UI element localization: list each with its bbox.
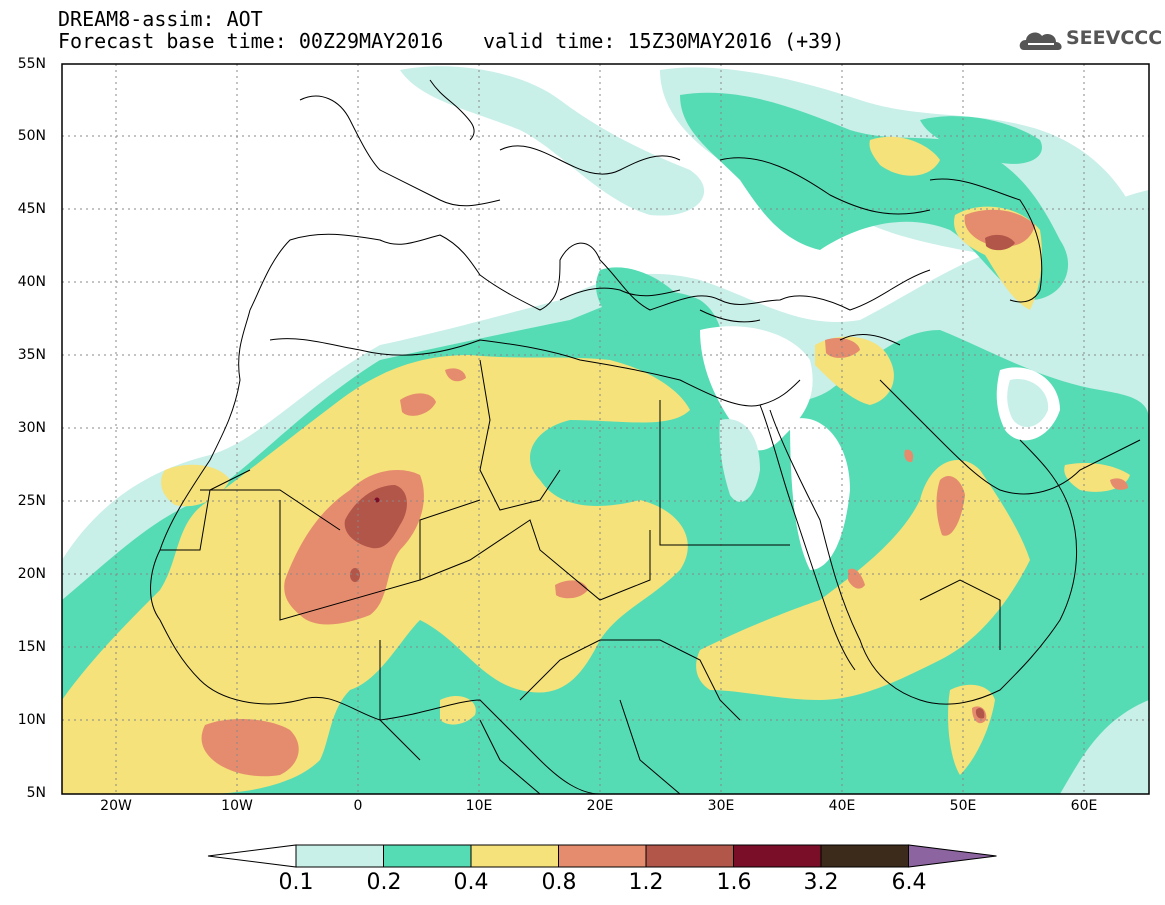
lon-label: 30E bbox=[707, 798, 735, 814]
lon-label: 0 bbox=[353, 798, 363, 814]
aot-band-1.6 bbox=[374, 497, 380, 503]
lat-label: 30N bbox=[17, 420, 46, 436]
lat-label: 55N bbox=[17, 56, 46, 72]
colorbar-segment bbox=[295, 844, 384, 868]
lat-label: 25N bbox=[17, 493, 46, 509]
seevccc-logo bbox=[1019, 32, 1062, 50]
lat-label: 15N bbox=[17, 639, 46, 655]
lon-label: 40E bbox=[828, 798, 856, 814]
colorbar-label: 1.2 bbox=[628, 870, 664, 895]
colorbar-segment bbox=[645, 844, 734, 868]
colorbar-over-arrow bbox=[908, 844, 997, 868]
colorbar-segment bbox=[558, 844, 647, 868]
colorbar bbox=[207, 844, 997, 868]
colorbar-segment bbox=[383, 844, 472, 868]
lon-label: 20E bbox=[586, 798, 614, 814]
lon-label: 20W bbox=[100, 798, 132, 814]
colorbar-label: 6.4 bbox=[891, 870, 927, 895]
colorbar-label: 0.8 bbox=[541, 870, 577, 895]
colorbar-label: 1.6 bbox=[716, 870, 752, 895]
colorbar-segment bbox=[820, 844, 909, 868]
lat-label: 10N bbox=[17, 712, 46, 728]
valid-time: valid time: 15Z30MAY2016 (+39) bbox=[483, 29, 845, 53]
forecast-base-time: Forecast base time: 00Z29MAY2016 bbox=[58, 29, 444, 53]
colorbar-under-arrow bbox=[207, 844, 297, 868]
colorbar-label: 3.2 bbox=[803, 870, 839, 895]
lat-label: 45N bbox=[17, 201, 46, 217]
coastlines-borders bbox=[150, 79, 1141, 794]
colorbar-label: 0.1 bbox=[278, 870, 314, 895]
lat-label: 5N bbox=[26, 785, 46, 801]
cloud-icon bbox=[1019, 32, 1062, 50]
lat-label: 35N bbox=[17, 347, 46, 363]
colorbar-segment bbox=[733, 844, 822, 868]
map-frame bbox=[61, 63, 1150, 795]
lat-label: 40N bbox=[17, 274, 46, 290]
aot-band-1.2 bbox=[344, 234, 1015, 719]
lat-label: 20N bbox=[17, 566, 46, 582]
lon-label: 50E bbox=[949, 798, 977, 814]
colorbar-segment bbox=[470, 844, 559, 868]
colorbar-label: 0.2 bbox=[366, 870, 402, 895]
lon-label: 10E bbox=[465, 798, 493, 814]
lon-label: 10W bbox=[221, 798, 253, 814]
lat-label: 50N bbox=[17, 128, 46, 144]
lon-label: 60E bbox=[1070, 798, 1098, 814]
map-title: DREAM8-assim: AOT bbox=[58, 7, 263, 31]
logo-text: SEEVCCC bbox=[1066, 27, 1163, 49]
grid-lines bbox=[62, 64, 1149, 794]
colorbar-label: 0.4 bbox=[453, 870, 489, 895]
